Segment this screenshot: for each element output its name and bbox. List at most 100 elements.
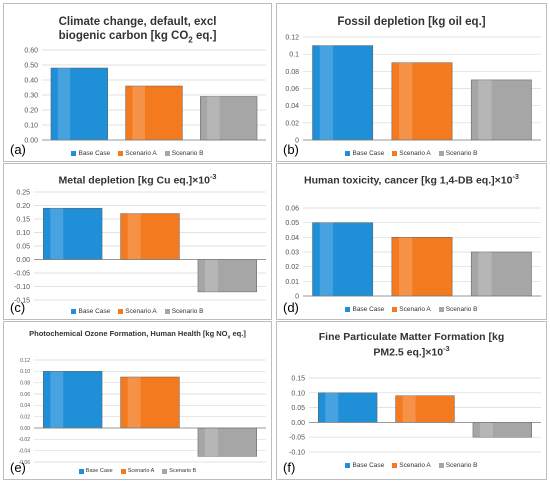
- bar-a: [391, 237, 453, 297]
- chart-panel-d: Human toxicity, cancer [kg 1,4-DB eq.]×1…: [276, 163, 547, 320]
- chart-svg: 0.00 0.10 0.20 0.30 0.40 0.50 0.60: [24, 47, 266, 144]
- y-tick-label: 0.50: [24, 62, 38, 69]
- legend-swatch: [392, 151, 398, 156]
- y-tick-label: 0.12: [20, 358, 30, 364]
- legend-swatch: [345, 151, 351, 156]
- y-tick-label: -0.02: [19, 437, 31, 443]
- bar-highlight: [204, 428, 218, 457]
- legend-swatch: [118, 151, 124, 156]
- y-tick-label: -0.05: [289, 435, 305, 442]
- legend-swatch: [71, 309, 77, 314]
- y-tick-label: 0: [295, 293, 299, 300]
- bar-base: [50, 67, 108, 141]
- bar-highlight: [204, 259, 218, 292]
- legend-swatch: [438, 463, 444, 468]
- legend-label: Scenario A: [125, 308, 157, 315]
- chart-panel-c: Metal depletion [kg Cu eq.]×10-3 -0.15 -0…: [3, 163, 272, 320]
- legend-swatch: [392, 463, 398, 468]
- y-tick-label: 0.20: [24, 107, 38, 114]
- y-tick-label: 0: [295, 137, 299, 144]
- y-tick-label: 0.08: [20, 380, 30, 386]
- chart-panel-a: Climate change, default, excl biogenic c…: [3, 3, 272, 162]
- chart-panel-b: Fossil depletion [kg oil eq.] 0 0.02 0.04 0…: [276, 3, 547, 162]
- bar-highlight: [479, 422, 493, 438]
- y-tick-label: 0.02: [285, 120, 299, 127]
- legend: Base Case Scenario A Scenario B: [277, 306, 546, 313]
- legend-swatch: [345, 463, 351, 468]
- chart-panel-e: Photochemical Ozone Formation, Human Hea…: [3, 321, 272, 480]
- chart-title: Human toxicity, cancer [kg 1,4-DB eq.]×1…: [304, 172, 519, 187]
- legend-label: Base Case: [352, 462, 385, 469]
- bar-highlight: [319, 45, 334, 141]
- legend-swatch: [162, 468, 168, 474]
- legend-label: Base Case: [78, 150, 111, 157]
- y-tick-label: 0.15: [16, 216, 30, 223]
- legend-swatch: [71, 151, 77, 156]
- chart-title: Photochemical Ozone Formation, Human Hea…: [29, 329, 246, 341]
- bar-highlight: [207, 96, 220, 140]
- legend-label: Scenario B: [445, 462, 478, 469]
- bar-highlight: [132, 86, 145, 140]
- y-tick-label: -0.10: [14, 284, 30, 291]
- y-tick-label: 0.20: [16, 203, 30, 210]
- legend-label: Base Case: [352, 306, 385, 313]
- y-tick-label: 0.10: [291, 390, 305, 397]
- bar-highlight: [478, 252, 492, 296]
- chart-title: Climate change, default, excl biogenic c…: [58, 16, 217, 45]
- bar-base: [312, 222, 374, 297]
- legend-item: Scenario B: [164, 308, 204, 315]
- legend-label: Scenario A: [399, 306, 431, 313]
- legend-swatch: [164, 151, 170, 156]
- chart-svg: 0 0.02 0.04 0.06 0.08 0.1 0.12: [285, 34, 541, 144]
- y-tick-label: 0.04: [285, 103, 299, 110]
- legend: Base Case Scenario A Scenario B: [277, 462, 546, 469]
- y-tick-label: 0.60: [24, 47, 38, 54]
- bar-highlight: [478, 79, 492, 140]
- bar-highlight: [325, 392, 339, 423]
- legend-item: Scenario A: [392, 306, 431, 313]
- panel-label: (c): [10, 300, 26, 315]
- y-tick-label: 0.10: [16, 230, 30, 237]
- y-tick-label: 0.02: [285, 264, 299, 271]
- bar-highlight: [127, 213, 141, 260]
- bar-a: [120, 376, 180, 429]
- bar-highlight: [50, 208, 64, 260]
- y-tick-label: 0.12: [285, 34, 299, 41]
- bar-base: [43, 207, 103, 260]
- y-tick-label: 0.04: [20, 403, 30, 409]
- legend-label: Base Case: [352, 150, 385, 157]
- y-tick-label: 0.06: [20, 392, 30, 398]
- bar-b: [197, 259, 257, 293]
- y-tick-label: 0.00: [20, 426, 30, 432]
- bar-highlight: [399, 62, 413, 140]
- y-tick-label: 0.02: [20, 414, 30, 420]
- legend-item: Scenario A: [392, 150, 431, 157]
- y-tick-label: 0.06: [285, 205, 299, 212]
- chart-title: Metal depletion [kg Cu eq.]×10-3: [58, 172, 217, 187]
- legend-label: Scenario B: [445, 150, 478, 157]
- bar-highlight: [402, 395, 416, 423]
- legend-swatch: [438, 307, 444, 312]
- y-tick-label: 0.00: [16, 257, 30, 264]
- y-tick-label: 0.10: [24, 122, 38, 129]
- legend-item: Scenario B: [162, 468, 196, 474]
- y-tick-label: 0.05: [285, 220, 299, 227]
- legend-item: Scenario A: [392, 462, 431, 469]
- y-tick-label: 0.30: [24, 92, 38, 99]
- bar-base: [312, 45, 374, 141]
- panel-label: (b): [283, 142, 299, 157]
- y-tick-label: -0.05: [14, 270, 30, 277]
- y-tick-label: 0.01: [285, 279, 299, 286]
- legend-swatch: [392, 307, 398, 312]
- panel-label: (d): [283, 300, 299, 315]
- chart-svg: -0.15 -0.10 -0.05 0.00 0.05 0.10 0.15 0.20 0.25: [14, 189, 266, 304]
- bar-a: [395, 395, 455, 423]
- legend-swatch: [120, 468, 126, 474]
- legend-label: Base Case: [78, 308, 111, 315]
- bar-a: [125, 85, 183, 141]
- y-tick-label: 0.08: [285, 69, 299, 76]
- legend-item: Scenario B: [438, 306, 478, 313]
- panel-label: (e): [10, 460, 26, 475]
- chart-panel-f: Fine Particulate Matter Formation [kg PM…: [276, 321, 547, 480]
- bar-b: [470, 251, 532, 297]
